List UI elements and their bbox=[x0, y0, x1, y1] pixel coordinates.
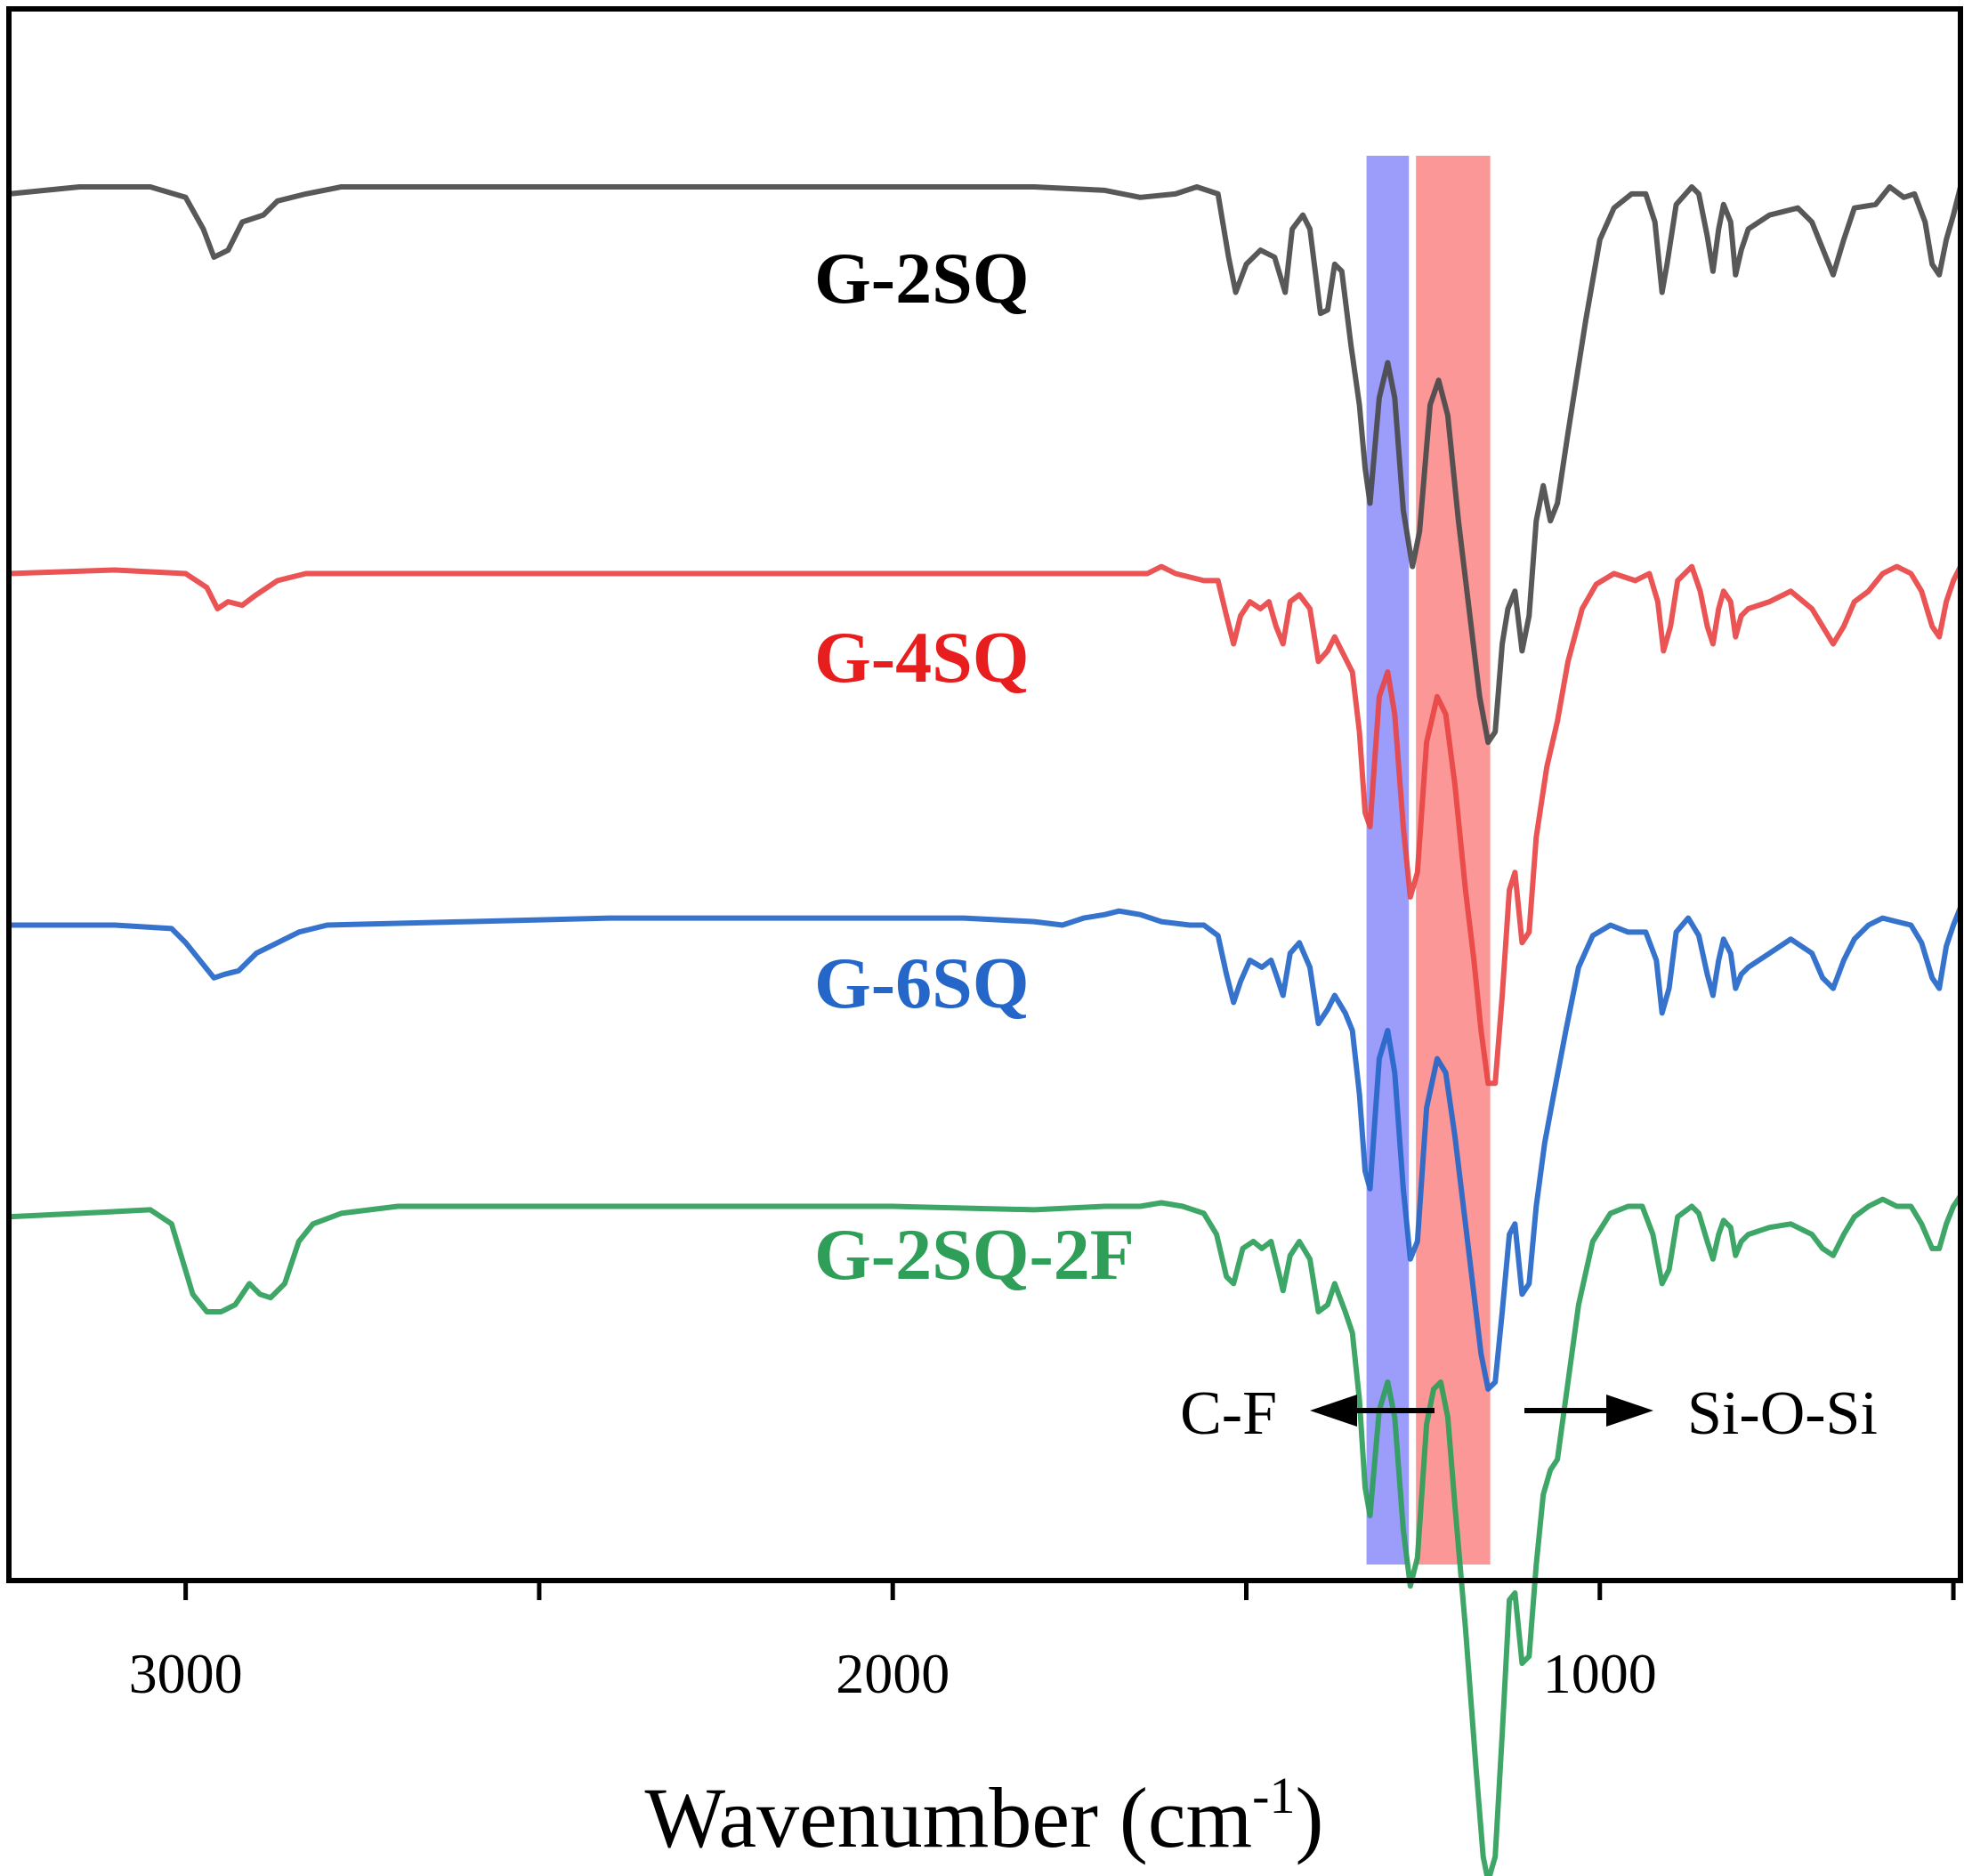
x-axis-title-text: Wavenumber (cm bbox=[645, 1770, 1253, 1865]
si-o-si-arrowhead bbox=[1606, 1395, 1653, 1427]
series-labels: G-2SQ G-4SQ G-6SQ G-2SQ-2F bbox=[814, 238, 1135, 1295]
x-tick-label-2000: 2000 bbox=[836, 1642, 950, 1705]
si-o-si-label: Si-O-Si bbox=[1687, 1379, 1878, 1448]
highlight-band-c-f bbox=[1366, 156, 1410, 1565]
band-annotations: C-F Si-O-Si bbox=[1180, 1379, 1878, 1448]
x-axis-title: Wavenumber (cm-1) bbox=[645, 1767, 1324, 1865]
series-line-g-2sq bbox=[6, 184, 1963, 746]
c-f-arrowhead bbox=[1310, 1395, 1357, 1427]
x-axis-title-superscript: -1 bbox=[1252, 1767, 1295, 1824]
highlight-bands bbox=[1366, 156, 1491, 1565]
series-label-g-2sq: G-2SQ bbox=[814, 238, 1029, 319]
series-line-g-4sq bbox=[6, 563, 1963, 1087]
x-axis-ticks: 3000 2000 1000 bbox=[129, 1581, 1956, 1705]
series-label-g-2sq-2f: G-2SQ-2F bbox=[814, 1214, 1135, 1295]
series-line-g-6sq bbox=[6, 904, 1963, 1392]
series-label-g-6sq: G-6SQ bbox=[814, 942, 1029, 1023]
plot-frame bbox=[6, 6, 1963, 1583]
series-label-g-4sq: G-4SQ bbox=[814, 617, 1029, 698]
x-tick-label-3000: 3000 bbox=[129, 1642, 243, 1705]
x-tick-label-1000: 1000 bbox=[1543, 1642, 1657, 1705]
spectra-lines bbox=[6, 184, 1963, 1876]
c-f-label: C-F bbox=[1180, 1379, 1277, 1448]
x-axis-title-close: ) bbox=[1296, 1770, 1324, 1865]
series-line-g-2sq-2f bbox=[6, 1193, 1963, 1876]
